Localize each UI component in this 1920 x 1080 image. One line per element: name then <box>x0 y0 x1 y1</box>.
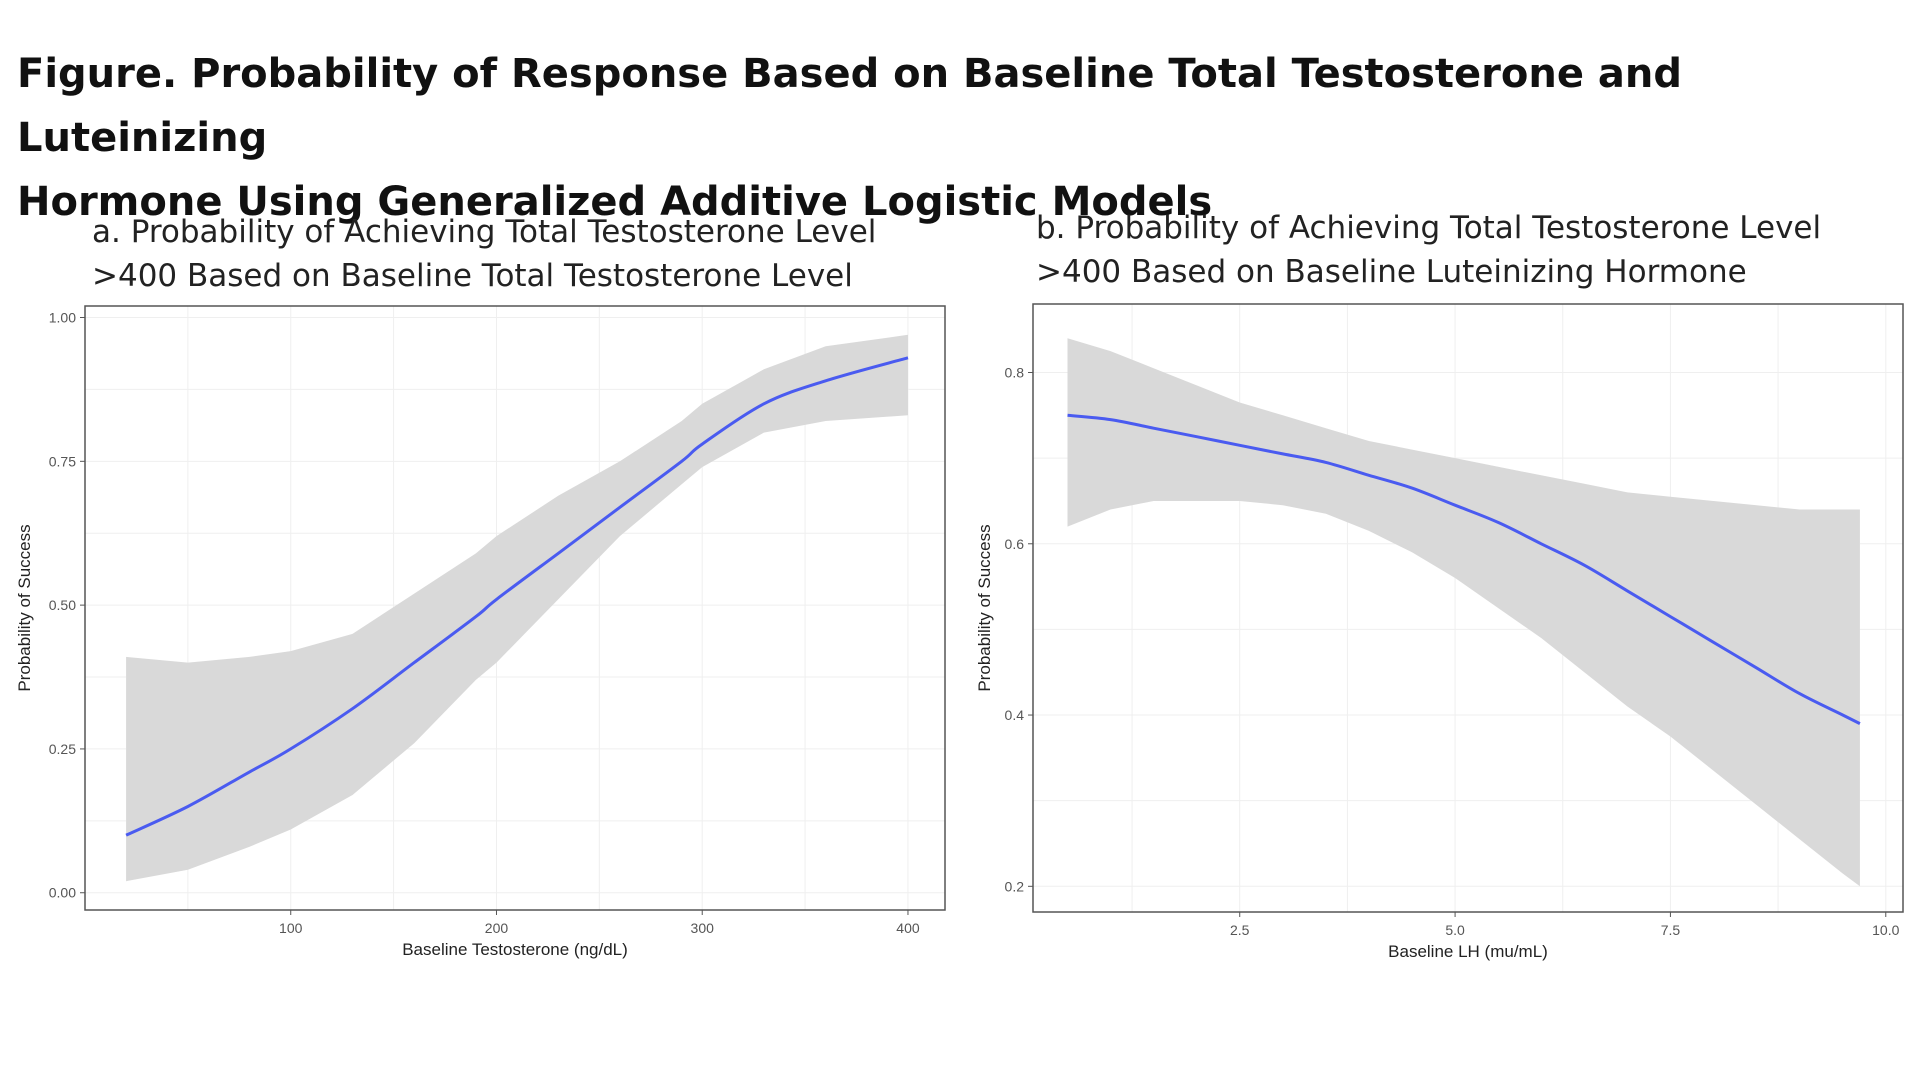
y-tick-label: 1.00 <box>49 310 76 326</box>
fit-line <box>125 356 909 837</box>
y-axis-label: Probability of Success <box>15 524 34 691</box>
confidence-band <box>126 334 909 882</box>
plot-frame <box>1032 303 1904 913</box>
fit-line <box>1067 413 1861 725</box>
y-axis-label: Probability of Success <box>975 524 994 691</box>
x-tick-label: 10.0 <box>1872 922 1899 938</box>
y-tick-label: 0.25 <box>49 741 76 757</box>
confidence-band <box>1067 338 1860 887</box>
x-tick-label: 400 <box>896 920 920 936</box>
x-axis-label: Baseline LH (mu/mL) <box>1388 942 1548 961</box>
y-tick-label: 0.8 <box>1005 365 1025 381</box>
x-tick-label: 300 <box>691 920 715 936</box>
x-tick-label: 7.5 <box>1661 922 1681 938</box>
panel-b-title-line-1: b. Probability of Achieving Total Testos… <box>1036 210 1822 246</box>
y-tick-label: 0.6 <box>1005 536 1025 552</box>
panel-a-title: a. Probability of Achieving Total Testos… <box>92 210 876 298</box>
figure-title: Figure. Probability of Response Based on… <box>17 42 1897 234</box>
y-tick-label: 0.4 <box>1005 707 1025 723</box>
y-tick-label: 0.50 <box>49 597 76 613</box>
figure-title-line-2: Hormone Using Generalized Additive Logis… <box>17 179 1213 225</box>
x-tick-label: 100 <box>279 920 303 936</box>
x-tick-label: 5.0 <box>1445 922 1465 938</box>
x-axis-label: Baseline Testosterone (ng/dL) <box>402 940 628 959</box>
y-tick-label: 0.2 <box>1005 878 1025 894</box>
panel-b-title: b. Probability of Achieving Total Testos… <box>1036 206 1821 294</box>
figure-title-line-1: Figure. Probability of Response Based on… <box>17 51 1682 161</box>
chart-b: 2.5 5.0 7.5 10.0 0.2 0.4 0.6 0.8 Baseline LH (mu… <box>975 303 1904 961</box>
x-tick-label: 200 <box>485 920 509 936</box>
chart-a: 100 200 300 400 0.00 0.25 0.50 0.75 1.00 Baseline… <box>15 305 946 959</box>
panel-a-title-line-1: a. Probability of Achieving Total Testos… <box>92 214 877 250</box>
panel-a-title-line-2: >400 Based on Baseline Total Testosteron… <box>92 258 853 294</box>
plot-frame <box>84 305 946 911</box>
x-tick-label: 2.5 <box>1230 922 1250 938</box>
y-tick-label: 0.75 <box>49 453 76 469</box>
y-tick-label: 0.00 <box>49 885 76 901</box>
panel-b-title-line-2: >400 Based on Baseline Luteinizing Hormo… <box>1036 254 1747 290</box>
